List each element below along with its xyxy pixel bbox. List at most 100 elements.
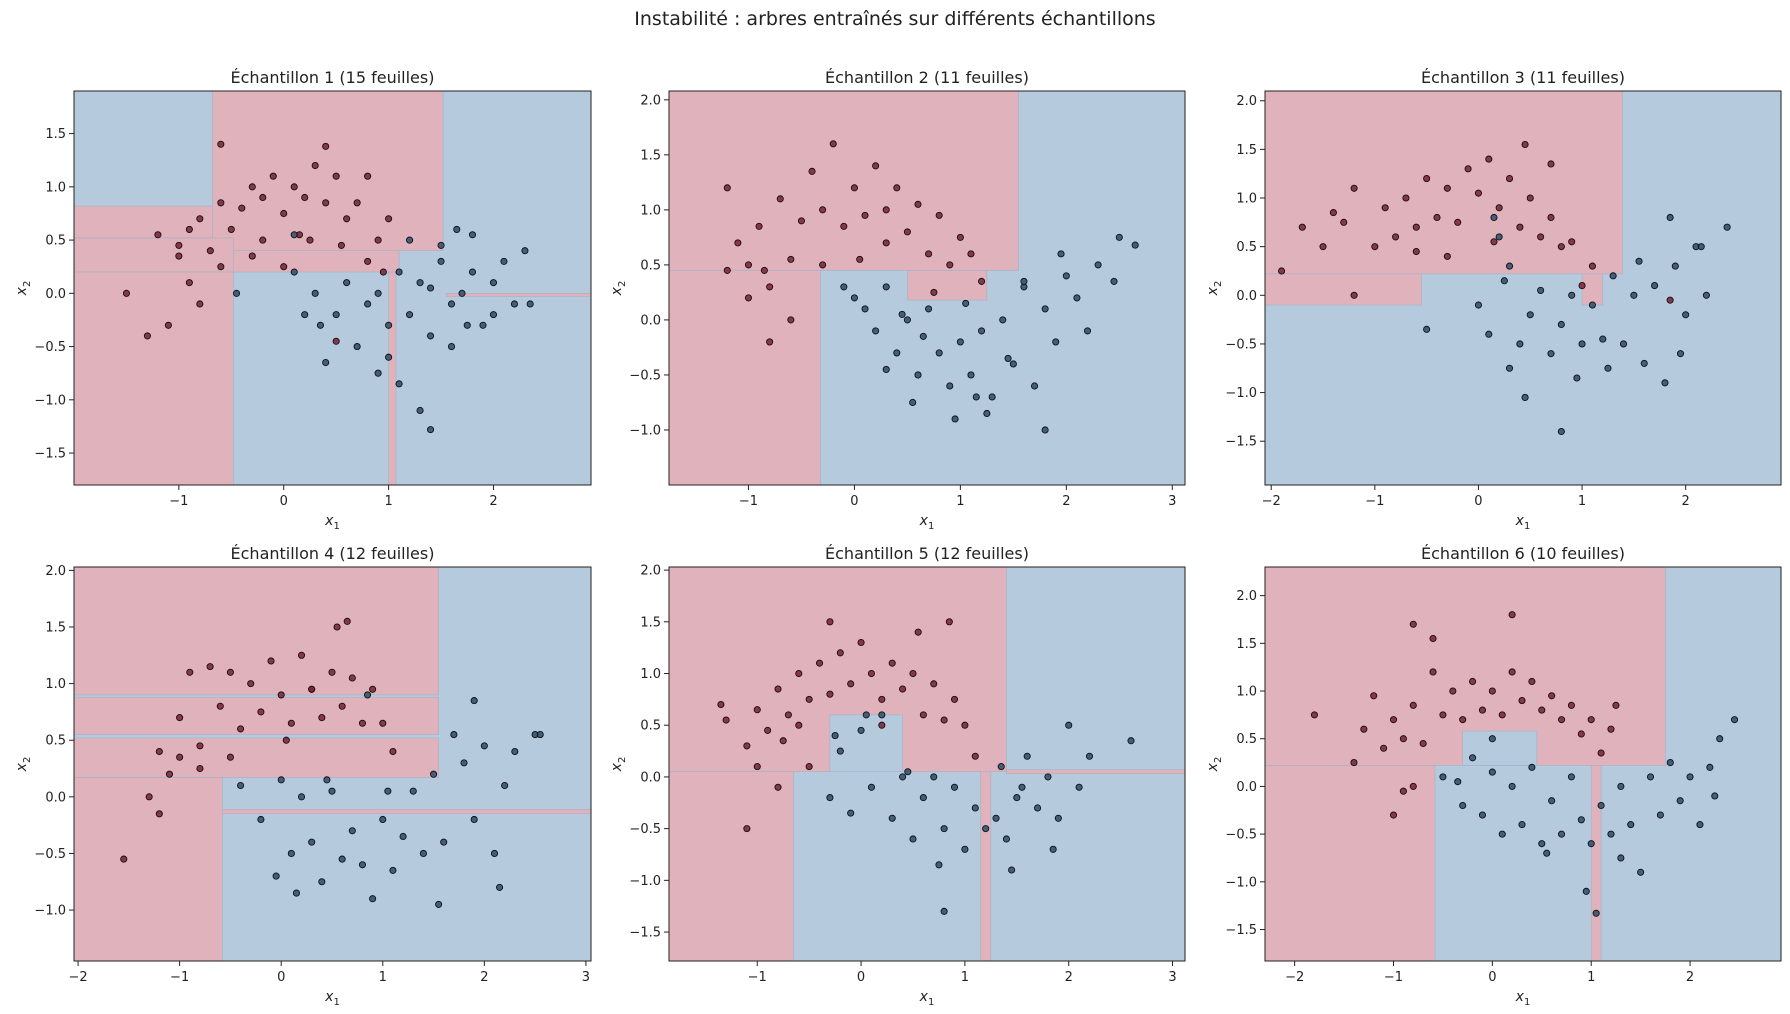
data-point-class-0: [154, 231, 162, 239]
data-point-class-0: [925, 250, 933, 258]
data-point-class-1: [1547, 350, 1555, 358]
y-tick-label: 2.0: [1236, 94, 1257, 109]
data-point-class-0: [196, 300, 204, 308]
decision-region-class-0: [221, 808, 591, 815]
data-point-class-0: [903, 228, 911, 236]
data-point-class-0: [1443, 184, 1451, 192]
data-point-class-0: [930, 680, 938, 688]
data-point-class-1: [1599, 335, 1607, 343]
data-point-class-1: [962, 299, 970, 307]
panel-1: −1 0 1 2 −1.5 −1.0 −0.5 0.0 0.5 1.0 1.5 Échantillon…: [14, 68, 592, 532]
x-tick-label: 1: [961, 970, 969, 985]
data-point-class-0: [1495, 204, 1503, 212]
data-point-class-0: [337, 241, 345, 249]
data-point-class-1: [511, 747, 519, 756]
data-point-class-0: [819, 261, 827, 269]
data-point-class-1: [496, 883, 504, 891]
data-point-class-0: [1350, 759, 1358, 767]
y-tick-label: 0.5: [45, 234, 66, 249]
data-point-class-1: [1537, 286, 1545, 294]
data-point-class-1: [430, 770, 438, 778]
axes-frame: [1264, 566, 1782, 962]
y-tick-label: 2.0: [640, 93, 661, 108]
y-tick-label: 1.0: [640, 203, 661, 218]
data-point-class-0: [760, 266, 768, 274]
data-point-class-1: [389, 866, 397, 874]
y-tick-label: −1.0: [1225, 386, 1257, 401]
data-point-class-0: [805, 695, 813, 703]
data-point-class-0: [1508, 668, 1516, 676]
y-tick-label: 0.5: [640, 258, 661, 273]
x-tick-label: 2: [1682, 494, 1690, 509]
data-point-class-0: [850, 184, 858, 192]
decision-region-class-0: [669, 771, 794, 961]
data-point-class-0: [734, 239, 742, 247]
data-point-class-1: [1073, 294, 1081, 302]
data-point-class-1: [888, 814, 896, 822]
data-point-class-1: [419, 849, 427, 857]
data-point-class-0: [1350, 291, 1358, 299]
y-axis-label: x2: [609, 281, 628, 297]
data-point-class-0: [217, 140, 225, 148]
data-point-class-1: [999, 316, 1007, 324]
panel-6: −2 −1 0 1 2 −1.5 −1.0 −0.5 0.0 0.5 1.0 1.5 2.0 Échant…: [1205, 544, 1782, 1008]
data-point-class-1: [1711, 792, 1719, 800]
panel-4: −2 −1 0 1 2 3 −1.0 −0.5 0.0 0.5 1.0 1.5 2.0 Échantill…: [14, 544, 592, 1008]
x-tick-label: 0: [277, 970, 285, 985]
data-point-class-0: [1526, 194, 1534, 202]
x-tick-label: 0: [850, 494, 858, 509]
data-point-class-0: [122, 289, 130, 297]
data-point-class-0: [872, 162, 880, 170]
y-tick-label: 0.0: [45, 790, 66, 805]
data-point-class-0: [217, 263, 225, 271]
y-axis-label: x2: [14, 757, 33, 773]
data-point-class-0: [1319, 243, 1327, 251]
data-point-class-1: [1557, 320, 1565, 329]
data-point-class-1: [983, 409, 991, 418]
data-point-class-0: [217, 199, 225, 207]
data-point-class-0: [1389, 716, 1398, 724]
data-point-class-0: [348, 674, 356, 682]
y-tick-label: 2.0: [640, 564, 661, 579]
x-axis-label: x1: [919, 989, 935, 1008]
data-point-class-1: [409, 787, 417, 795]
data-point-class-1: [1085, 752, 1094, 760]
data-point-class-1: [536, 731, 544, 739]
x-tick-label: −1: [169, 494, 188, 509]
data-point-class-1: [1094, 261, 1102, 269]
data-point-class-0: [311, 161, 319, 170]
data-point-class-0: [332, 337, 340, 345]
data-point-class-1: [395, 380, 403, 388]
data-point-class-1: [287, 849, 295, 857]
data-point-class-0: [238, 204, 246, 212]
data-point-class-0: [787, 316, 795, 324]
data-point-class-1: [1716, 735, 1724, 743]
x-tick-label: −1: [1384, 970, 1403, 985]
data-point-class-1: [500, 257, 508, 265]
data-point-class-0: [120, 855, 128, 863]
data-point-class-1: [1052, 338, 1060, 346]
data-point-class-1: [1034, 804, 1042, 812]
y-tick-label: −0.5: [629, 368, 661, 383]
decision-region-class-1: [829, 714, 903, 773]
y-tick-label: 1.5: [1236, 143, 1257, 158]
data-point-class-0: [1567, 701, 1575, 709]
data-point-class-1: [1730, 716, 1739, 724]
data-point-class-1: [479, 321, 487, 329]
data-point-class-0: [795, 669, 803, 678]
data-point-class-1: [1573, 374, 1581, 382]
panels: −1 0 1 2 −1.5 −1.0 −0.5 0.0 0.5 1.0 1.5 Échantillon…: [14, 68, 1782, 1008]
data-point-class-1: [1682, 311, 1690, 319]
data-point-class-0: [1548, 692, 1556, 700]
data-point-class-0: [1412, 247, 1420, 256]
data-point-class-1: [1083, 327, 1092, 335]
data-point-class-0: [247, 680, 255, 688]
data-point-class-1: [972, 393, 980, 401]
data-point-class-1: [893, 349, 901, 357]
data-point-class-0: [1360, 725, 1368, 733]
data-point-class-1: [1567, 773, 1575, 781]
data-point-class-1: [909, 398, 917, 407]
data-point-class-0: [1429, 634, 1437, 643]
x-tick-label: 1: [1578, 494, 1586, 509]
data-point-class-0: [164, 321, 172, 329]
